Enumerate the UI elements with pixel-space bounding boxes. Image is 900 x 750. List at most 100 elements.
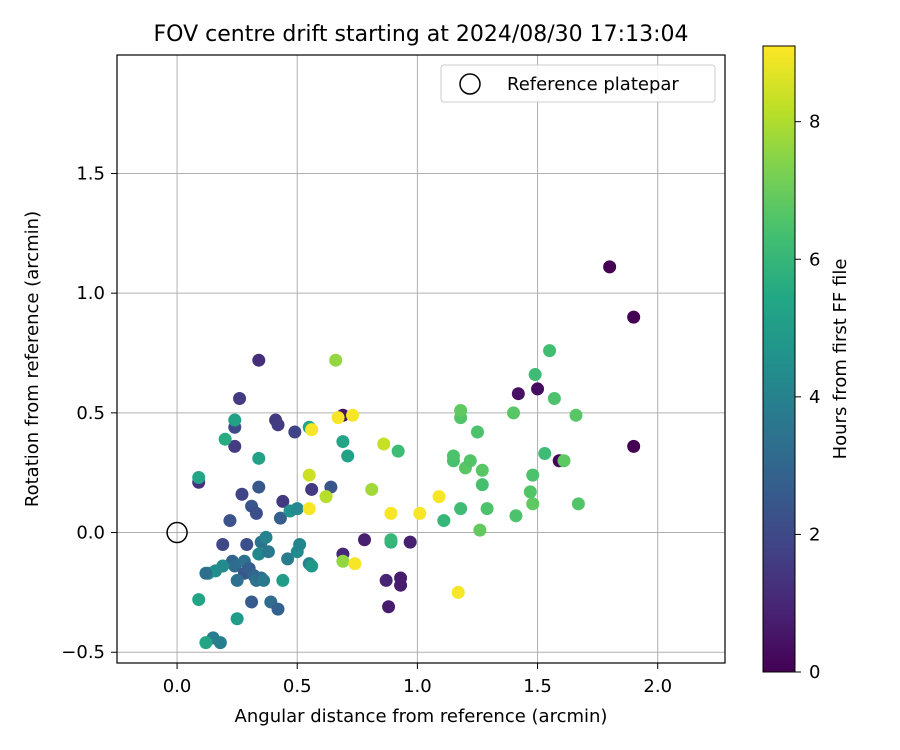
scatter-point (531, 382, 545, 396)
scatter-point (319, 490, 333, 504)
scatter-point (557, 454, 571, 468)
scatter-point (235, 487, 249, 501)
scatter-point (302, 468, 316, 482)
scatter-point (543, 344, 557, 358)
scatter-point (538, 447, 552, 461)
scatter-point (547, 391, 561, 405)
colorbar-label: Hours from first FF file (830, 259, 851, 460)
scatter-point (223, 514, 237, 528)
scatter-point (257, 573, 271, 587)
scatter-point (526, 468, 540, 482)
scatter-point (384, 533, 398, 547)
scatter-point (252, 451, 266, 465)
scatter-point (446, 449, 460, 463)
y-tick-label: 0.0 (76, 523, 105, 544)
y-tick-label: −0.5 (61, 642, 105, 663)
scatter-point (331, 411, 345, 425)
colorbar-tick-label: 2 (809, 524, 820, 545)
scatter-point (199, 636, 213, 650)
scatter-point (463, 454, 477, 468)
scatter-point (252, 480, 266, 494)
scatter-point (233, 391, 247, 405)
scatter-point (290, 502, 304, 516)
data-points (192, 260, 641, 650)
scatter-point (336, 554, 350, 568)
scatter-point (365, 482, 379, 496)
scatter-point (569, 408, 583, 422)
colorbar-ticks: 0 2 4 6 8 (795, 112, 820, 683)
scatter-point (302, 502, 316, 516)
y-tick-label: 1.5 (76, 163, 105, 184)
scatter-point (377, 437, 391, 451)
scatter-point (511, 387, 525, 401)
scatter-point (523, 485, 537, 499)
scatter-point (346, 408, 360, 422)
scatter-point (293, 538, 307, 552)
scatter-point (213, 636, 227, 650)
scatter-point (379, 573, 393, 587)
plot-frame (116, 54, 726, 664)
scatter-point (273, 511, 287, 525)
scatter-point (507, 406, 521, 420)
scatter-point (475, 478, 489, 492)
y-axis-ticks: −0.5 0.0 0.5 1.0 1.5 (61, 163, 117, 663)
scatter-point (192, 470, 206, 484)
x-tick-label: 0.0 (163, 676, 192, 697)
colorbar-tick-label: 4 (809, 387, 820, 408)
x-tick-label: 0.5 (283, 676, 312, 697)
scatter-point (271, 418, 285, 432)
colorbar-gradient (762, 45, 796, 673)
scatter-point (249, 506, 263, 520)
scatter-point (403, 535, 417, 549)
scatter-point (252, 353, 266, 367)
x-axis-ticks: 0.0 0.5 1.0 1.5 2.0 (163, 663, 672, 697)
scatter-point (475, 463, 489, 477)
scatter-point (240, 538, 254, 552)
y-tick-label: 1.0 (76, 283, 105, 304)
scatter-point (218, 432, 232, 446)
scatter-point (382, 600, 396, 614)
legend-box (440, 64, 716, 103)
colorbar: 0 2 4 6 8 Hours from first FF file (762, 45, 851, 683)
scatter-point (271, 602, 285, 616)
scatter-point (259, 530, 273, 544)
chart-title: FOV centre drift starting at 2024/08/30 … (154, 22, 689, 47)
scatter-point (627, 310, 641, 324)
scatter-point (526, 497, 540, 511)
scatter-point (324, 480, 338, 494)
scatter-point (228, 439, 242, 453)
scatter-point (305, 423, 319, 437)
y-tick-label: 0.5 (76, 403, 105, 424)
scatter-point (341, 449, 355, 463)
scatter-point (336, 435, 350, 449)
x-tick-label: 1.5 (523, 676, 552, 697)
scatter-point (437, 514, 451, 528)
colorbar-tick-label: 0 (809, 662, 820, 683)
scatter-point (329, 353, 343, 367)
scatter-point (480, 502, 494, 516)
x-tick-label: 2.0 (643, 676, 672, 697)
scatter-point (358, 533, 372, 547)
scatter-point (451, 585, 465, 599)
legend-label: Reference platepar (507, 74, 679, 95)
colorbar-tick-label: 8 (809, 112, 820, 133)
scatter-point (384, 506, 398, 520)
scatter-point (228, 413, 242, 427)
scatter-point (454, 403, 468, 417)
legend: Reference platepar (440, 64, 716, 103)
y-axis-label: Rotation from reference (arcmin) (22, 211, 43, 507)
legend-marker-open-circle (459, 73, 481, 95)
scatter-point (603, 260, 617, 274)
scatter-point (305, 482, 319, 496)
scatter-point (528, 368, 542, 382)
scatter-point (288, 425, 302, 439)
x-tick-label: 1.0 (403, 676, 432, 697)
scatter-point (281, 552, 295, 566)
scatter-point (216, 538, 230, 552)
scatter-point (199, 566, 213, 580)
scatter-point (276, 494, 290, 508)
scatter-point (276, 573, 290, 587)
scatter-point (245, 595, 259, 609)
scatter-point (571, 497, 585, 511)
